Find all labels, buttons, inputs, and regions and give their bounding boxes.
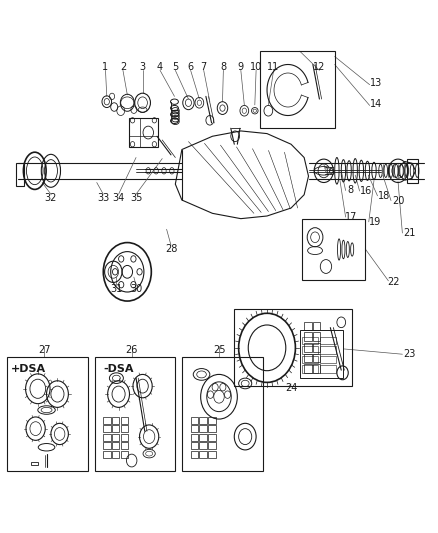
Text: 10: 10 <box>250 62 262 72</box>
Bar <box>320 337 336 344</box>
Bar <box>407 159 418 182</box>
Bar <box>199 442 207 449</box>
Bar <box>121 417 128 424</box>
Bar <box>304 322 311 330</box>
Bar <box>121 434 128 441</box>
Bar <box>208 451 215 458</box>
Text: 21: 21 <box>403 228 416 238</box>
Text: 23: 23 <box>403 349 416 359</box>
Bar <box>199 417 207 424</box>
Text: 4: 4 <box>157 62 163 72</box>
Bar <box>191 434 198 441</box>
Bar <box>112 417 120 424</box>
Bar <box>304 333 311 341</box>
Bar <box>16 163 24 186</box>
Text: 33: 33 <box>97 193 110 204</box>
Bar <box>130 118 158 147</box>
Bar <box>199 451 207 458</box>
Bar <box>302 219 365 280</box>
Bar <box>208 417 215 424</box>
Bar <box>320 356 336 364</box>
Text: 32: 32 <box>45 193 57 204</box>
Bar <box>112 425 120 432</box>
Bar <box>208 442 215 449</box>
Text: 18: 18 <box>378 191 390 201</box>
Bar <box>302 366 318 373</box>
Text: 8: 8 <box>347 185 353 196</box>
Bar <box>121 451 128 458</box>
Bar <box>112 434 120 441</box>
Text: 30: 30 <box>130 284 142 294</box>
Bar <box>121 442 128 449</box>
Bar <box>313 333 320 341</box>
Bar <box>191 442 198 449</box>
Text: 12: 12 <box>313 62 325 72</box>
Bar <box>234 309 352 386</box>
Text: 26: 26 <box>126 345 138 355</box>
Bar <box>103 417 111 424</box>
Text: 5: 5 <box>172 62 178 72</box>
Text: +DSA: +DSA <box>11 364 46 374</box>
Text: 27: 27 <box>38 345 51 355</box>
Bar <box>199 425 207 432</box>
Bar <box>320 346 336 354</box>
Bar <box>313 365 320 373</box>
Bar <box>112 451 120 458</box>
Bar <box>103 434 111 441</box>
Bar <box>182 357 263 471</box>
Text: 16: 16 <box>360 186 372 196</box>
Bar <box>302 356 318 364</box>
Bar <box>31 462 38 465</box>
Bar <box>7 357 88 471</box>
Bar <box>302 337 318 344</box>
Bar <box>313 322 320 330</box>
Text: -DSA: -DSA <box>103 364 134 374</box>
Text: 14: 14 <box>370 99 382 109</box>
Text: 25: 25 <box>213 345 225 355</box>
Bar <box>103 442 111 449</box>
Text: 15: 15 <box>324 167 336 177</box>
Text: 24: 24 <box>285 383 297 393</box>
Bar <box>313 343 320 352</box>
Text: 6: 6 <box>187 62 194 72</box>
Bar <box>304 365 311 373</box>
Bar <box>302 346 318 354</box>
Text: 11: 11 <box>268 62 280 72</box>
Bar <box>304 343 311 352</box>
Bar <box>103 451 111 458</box>
Bar <box>313 354 320 362</box>
Bar <box>191 425 198 432</box>
Bar <box>112 442 120 449</box>
Text: 7: 7 <box>201 62 207 72</box>
Text: 17: 17 <box>345 212 357 222</box>
Bar <box>304 354 311 362</box>
Bar <box>208 425 215 432</box>
Text: 31: 31 <box>110 284 123 294</box>
Text: 20: 20 <box>392 196 404 206</box>
Bar <box>191 417 198 424</box>
Bar <box>320 366 336 373</box>
Bar <box>95 357 175 471</box>
Text: 22: 22 <box>387 278 400 287</box>
Bar <box>208 434 215 441</box>
Text: 13: 13 <box>370 78 382 88</box>
Bar <box>199 434 207 441</box>
Text: 35: 35 <box>130 193 142 204</box>
Text: 2: 2 <box>120 62 126 72</box>
Bar <box>121 425 128 432</box>
Text: 1: 1 <box>102 62 109 72</box>
Text: 9: 9 <box>238 62 244 72</box>
Text: 8: 8 <box>220 62 226 72</box>
Text: 3: 3 <box>140 62 146 72</box>
Bar <box>261 51 335 128</box>
Text: 34: 34 <box>113 193 125 204</box>
Text: 19: 19 <box>369 217 381 227</box>
Bar <box>191 451 198 458</box>
Bar <box>103 425 111 432</box>
Text: 28: 28 <box>165 244 177 254</box>
Bar <box>300 330 343 378</box>
